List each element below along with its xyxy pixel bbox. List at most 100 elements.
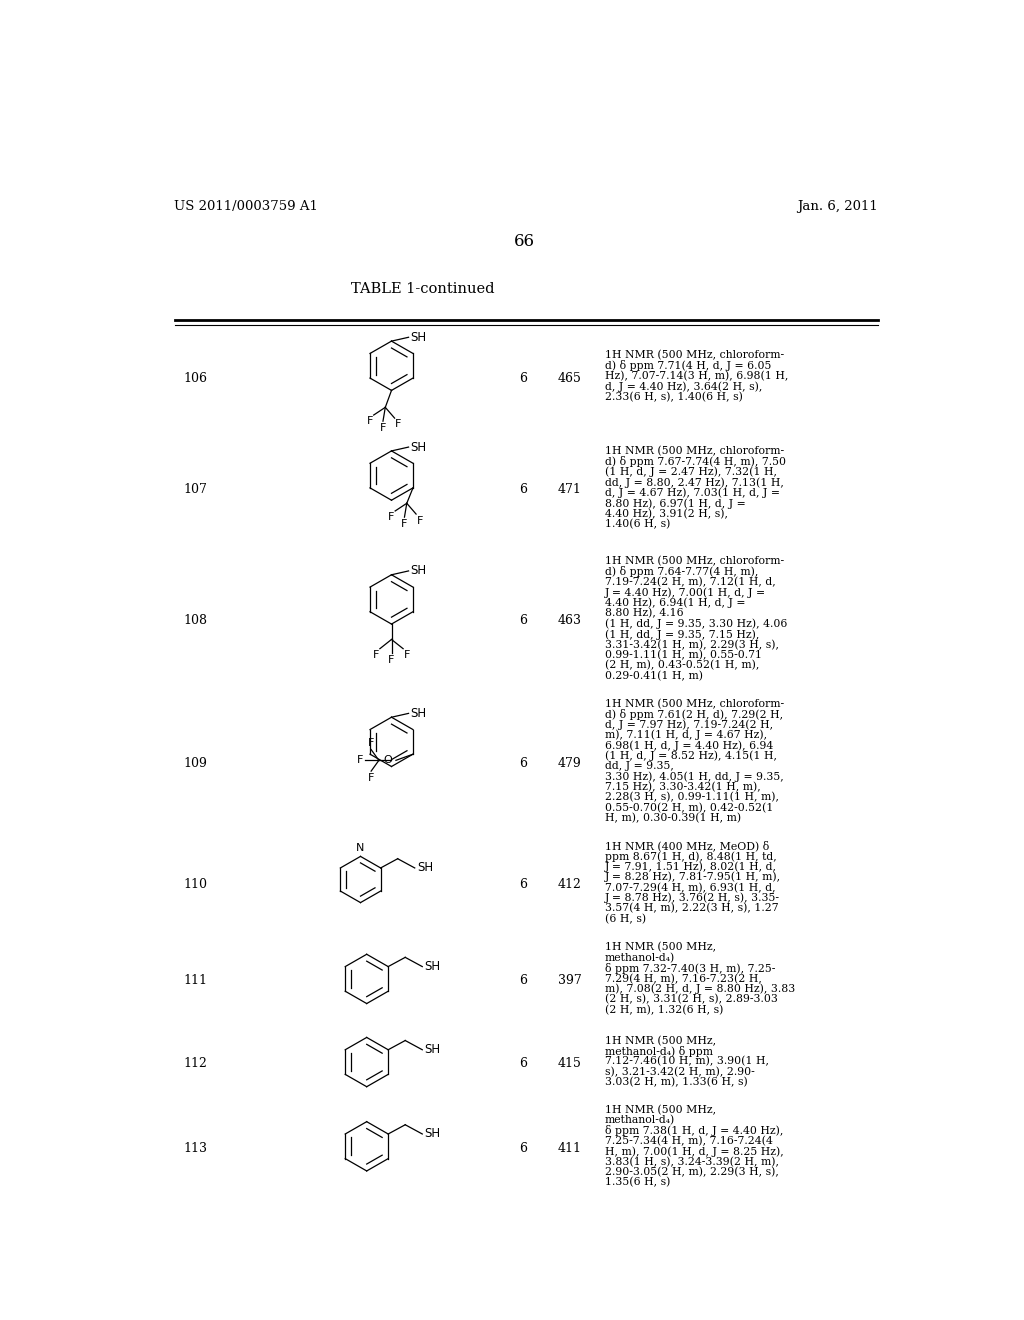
- Text: F: F: [367, 416, 373, 426]
- Text: methanol-d₄): methanol-d₄): [604, 1115, 675, 1125]
- Text: F: F: [401, 519, 408, 529]
- Text: F: F: [395, 418, 401, 429]
- Text: 412: 412: [558, 878, 582, 891]
- Text: 397: 397: [558, 974, 582, 987]
- Text: 107: 107: [183, 483, 208, 496]
- Text: F: F: [388, 655, 394, 665]
- Text: 7.12-7.46(10 H, m), 3.90(1 H,: 7.12-7.46(10 H, m), 3.90(1 H,: [604, 1056, 769, 1067]
- Text: 2.28(3 H, s), 0.99-1.11(1 H, m),: 2.28(3 H, s), 0.99-1.11(1 H, m),: [604, 792, 778, 803]
- Text: H, m), 7.00(1 H, d, J = 8.25 Hz),: H, m), 7.00(1 H, d, J = 8.25 Hz),: [604, 1146, 783, 1156]
- Text: d) δ ppm 7.61(2 H, d), 7.29(2 H,: d) δ ppm 7.61(2 H, d), 7.29(2 H,: [604, 709, 782, 719]
- Text: 4.40 Hz), 6.94(1 H, d, J =: 4.40 Hz), 6.94(1 H, d, J =: [604, 598, 745, 609]
- Text: 111: 111: [183, 974, 208, 987]
- Text: SH: SH: [425, 960, 440, 973]
- Text: 1.40(6 H, s): 1.40(6 H, s): [604, 519, 670, 529]
- Text: F: F: [380, 422, 386, 433]
- Text: m), 7.08(2 H, d, J = 8.80 Hz), 3.83: m), 7.08(2 H, d, J = 8.80 Hz), 3.83: [604, 983, 795, 994]
- Text: (1 H, dd, J = 9.35, 7.15 Hz),: (1 H, dd, J = 9.35, 7.15 Hz),: [604, 628, 759, 640]
- Text: δ ppm 7.32-7.40(3 H, m), 7.25-: δ ppm 7.32-7.40(3 H, m), 7.25-: [604, 962, 775, 974]
- Text: 1H NMR (500 MHz, chloroform-: 1H NMR (500 MHz, chloroform-: [604, 446, 783, 457]
- Text: (2 H, m), 1.32(6 H, s): (2 H, m), 1.32(6 H, s): [604, 1005, 723, 1015]
- Text: 6: 6: [519, 1057, 527, 1071]
- Text: 8.80 Hz), 4.16: 8.80 Hz), 4.16: [604, 609, 683, 619]
- Text: 1H NMR (500 MHz, chloroform-: 1H NMR (500 MHz, chloroform-: [604, 556, 783, 566]
- Text: 6: 6: [519, 1142, 527, 1155]
- Text: 1H NMR (500 MHz,: 1H NMR (500 MHz,: [604, 942, 716, 953]
- Text: 8.80 Hz), 6.97(1 H, d, J =: 8.80 Hz), 6.97(1 H, d, J =: [604, 498, 745, 508]
- Text: F: F: [368, 738, 375, 748]
- Text: 0.55-0.70(2 H, m), 0.42-0.52(1: 0.55-0.70(2 H, m), 0.42-0.52(1: [604, 803, 773, 813]
- Text: d) δ ppm 7.67-7.74(4 H, m), 7.50: d) δ ppm 7.67-7.74(4 H, m), 7.50: [604, 457, 785, 467]
- Text: 113: 113: [183, 1142, 208, 1155]
- Text: 7.07-7.29(4 H, m), 6.93(1 H, d,: 7.07-7.29(4 H, m), 6.93(1 H, d,: [604, 882, 775, 892]
- Text: 3.57(4 H, m), 2.22(3 H, s), 1.27: 3.57(4 H, m), 2.22(3 H, s), 1.27: [604, 903, 778, 913]
- Text: ppm 8.67(1 H, d), 8.48(1 H, td,: ppm 8.67(1 H, d), 8.48(1 H, td,: [604, 851, 776, 862]
- Text: 1H NMR (400 MHz, MeOD) δ: 1H NMR (400 MHz, MeOD) δ: [604, 841, 769, 851]
- Text: N: N: [356, 843, 365, 853]
- Text: SH: SH: [425, 1127, 440, 1140]
- Text: (1 H, dd, J = 9.35, 3.30 Hz), 4.06: (1 H, dd, J = 9.35, 3.30 Hz), 4.06: [604, 619, 787, 630]
- Text: 1H NMR (500 MHz,: 1H NMR (500 MHz,: [604, 1035, 716, 1045]
- Text: 6: 6: [519, 974, 527, 987]
- Text: 415: 415: [558, 1057, 582, 1071]
- Text: 6: 6: [519, 483, 527, 496]
- Text: 110: 110: [183, 878, 208, 891]
- Text: 411: 411: [558, 1142, 582, 1155]
- Text: 465: 465: [558, 372, 582, 384]
- Text: 109: 109: [183, 756, 208, 770]
- Text: 6: 6: [519, 614, 527, 627]
- Text: 7.19-7.24(2 H, m), 7.12(1 H, d,: 7.19-7.24(2 H, m), 7.12(1 H, d,: [604, 577, 775, 587]
- Text: SH: SH: [410, 331, 426, 343]
- Text: 106: 106: [183, 372, 208, 384]
- Text: F: F: [403, 651, 411, 660]
- Text: 2.90-3.05(2 H, m), 2.29(3 H, s),: 2.90-3.05(2 H, m), 2.29(3 H, s),: [604, 1167, 778, 1177]
- Text: 2.33(6 H, s), 1.40(6 H, s): 2.33(6 H, s), 1.40(6 H, s): [604, 392, 742, 403]
- Text: O: O: [383, 755, 392, 766]
- Text: Jan. 6, 2011: Jan. 6, 2011: [798, 199, 879, 213]
- Text: 108: 108: [183, 614, 208, 627]
- Text: 479: 479: [558, 756, 582, 770]
- Text: 6: 6: [519, 756, 527, 770]
- Text: 3.30 Hz), 4.05(1 H, dd, J = 9.35,: 3.30 Hz), 4.05(1 H, dd, J = 9.35,: [604, 771, 783, 781]
- Text: d) δ ppm 7.64-7.77(4 H, m),: d) δ ppm 7.64-7.77(4 H, m),: [604, 566, 758, 577]
- Text: d, J = 4.67 Hz), 7.03(1 H, d, J =: d, J = 4.67 Hz), 7.03(1 H, d, J =: [604, 487, 779, 498]
- Text: 6.98(1 H, d, J = 4.40 Hz), 6.94: 6.98(1 H, d, J = 4.40 Hz), 6.94: [604, 741, 773, 751]
- Text: F: F: [373, 651, 379, 660]
- Text: (2 H, m), 0.43-0.52(1 H, m),: (2 H, m), 0.43-0.52(1 H, m),: [604, 660, 759, 671]
- Text: 1H NMR (500 MHz, chloroform-: 1H NMR (500 MHz, chloroform-: [604, 698, 783, 709]
- Text: 6: 6: [519, 372, 527, 384]
- Text: δ ppm 7.38(1 H, d, J = 4.40 Hz),: δ ppm 7.38(1 H, d, J = 4.40 Hz),: [604, 1125, 783, 1137]
- Text: m), 7.11(1 H, d, J = 4.67 Hz),: m), 7.11(1 H, d, J = 4.67 Hz),: [604, 730, 767, 741]
- Text: H, m), 0.30-0.39(1 H, m): H, m), 0.30-0.39(1 H, m): [604, 813, 740, 824]
- Text: d, J = 4.40 Hz), 3.64(2 H, s),: d, J = 4.40 Hz), 3.64(2 H, s),: [604, 381, 762, 392]
- Text: 3.83(1 H, s), 3.24-3.39(2 H, m),: 3.83(1 H, s), 3.24-3.39(2 H, m),: [604, 1156, 778, 1167]
- Text: 6: 6: [519, 878, 527, 891]
- Text: 112: 112: [183, 1057, 208, 1071]
- Text: (6 H, s): (6 H, s): [604, 913, 646, 924]
- Text: 463: 463: [558, 614, 582, 627]
- Text: dd, J = 9.35,: dd, J = 9.35,: [604, 762, 674, 771]
- Text: 7.25-7.34(4 H, m), 7.16-7.24(4: 7.25-7.34(4 H, m), 7.16-7.24(4: [604, 1135, 772, 1146]
- Text: 66: 66: [514, 234, 536, 249]
- Text: SH: SH: [417, 862, 433, 874]
- Text: 471: 471: [558, 483, 582, 496]
- Text: 0.29-0.41(1 H, m): 0.29-0.41(1 H, m): [604, 671, 702, 681]
- Text: SH: SH: [410, 708, 426, 719]
- Text: 3.03(2 H, m), 1.33(6 H, s): 3.03(2 H, m), 1.33(6 H, s): [604, 1077, 748, 1088]
- Text: (1 H, d, J = 8.52 Hz), 4.15(1 H,: (1 H, d, J = 8.52 Hz), 4.15(1 H,: [604, 751, 776, 762]
- Text: 1H NMR (500 MHz, chloroform-: 1H NMR (500 MHz, chloroform-: [604, 350, 783, 360]
- Text: J = 7.91, 1.51 Hz), 8.02(1 H, d,: J = 7.91, 1.51 Hz), 8.02(1 H, d,: [604, 862, 776, 873]
- Text: SH: SH: [410, 441, 426, 454]
- Text: 1.35(6 H, s): 1.35(6 H, s): [604, 1177, 670, 1188]
- Text: 0.99-1.11(1 H, m), 0.55-0.71: 0.99-1.11(1 H, m), 0.55-0.71: [604, 649, 762, 660]
- Text: (2 H, s), 3.31(2 H, s), 2.89-3.03: (2 H, s), 3.31(2 H, s), 2.89-3.03: [604, 994, 777, 1005]
- Text: J = 8.78 Hz), 3.76(2 H, s), 3.35-: J = 8.78 Hz), 3.76(2 H, s), 3.35-: [604, 892, 779, 903]
- Text: J = 8.28 Hz), 7.81-7.95(1 H, m),: J = 8.28 Hz), 7.81-7.95(1 H, m),: [604, 873, 780, 883]
- Text: (1 H, d, J = 2.47 Hz), 7.32(1 H,: (1 H, d, J = 2.47 Hz), 7.32(1 H,: [604, 467, 776, 478]
- Text: F: F: [368, 772, 375, 783]
- Text: d) δ ppm 7.71(4 H, d, J = 6.05: d) δ ppm 7.71(4 H, d, J = 6.05: [604, 360, 771, 371]
- Text: s), 3.21-3.42(2 H, m), 2.90-: s), 3.21-3.42(2 H, m), 2.90-: [604, 1067, 755, 1077]
- Text: F: F: [417, 516, 423, 525]
- Text: d, J = 7.97 Hz), 7.19-7.24(2 H,: d, J = 7.97 Hz), 7.19-7.24(2 H,: [604, 719, 773, 730]
- Text: Hz), 7.07-7.14(3 H, m), 6.98(1 H,: Hz), 7.07-7.14(3 H, m), 6.98(1 H,: [604, 371, 788, 381]
